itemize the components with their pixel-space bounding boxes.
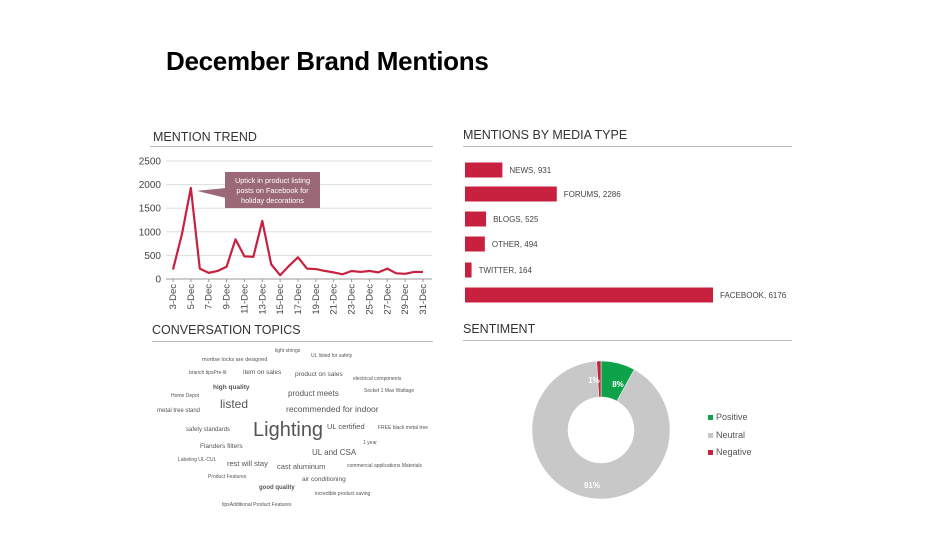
section-title-sentiment: SENTIMENT [463, 322, 536, 336]
x-tick-label: 5-Dec [186, 284, 197, 310]
word-cloud-term: good quality [259, 484, 295, 491]
word-cloud-term: tipsAdditional Product Features [222, 502, 292, 509]
legend-label: Neutral [716, 430, 746, 440]
x-tick-label: 27-Dec [382, 284, 393, 315]
callout-line: Uptick in product listing [235, 176, 310, 185]
word-cloud-term: light strings [275, 348, 301, 355]
legend-item-neutral: Neutral [708, 430, 745, 440]
x-tick-label: 19-Dec [311, 284, 322, 315]
bar-label: TWITTER, 164 [479, 266, 533, 275]
x-tick-label: 21-Dec [329, 284, 340, 315]
word-cloud-term: UL certified [327, 421, 365, 431]
bar-label: BLOGS, 525 [493, 215, 539, 224]
x-tick-label: 15-Dec [275, 284, 286, 315]
word-cloud-term: recommended for indoor [286, 404, 379, 415]
x-tick-label: 23-Dec [347, 284, 358, 315]
y-tick-label: 500 [144, 251, 161, 262]
word-cloud-term: UL and CSA [312, 447, 357, 457]
bar-label: FORUMS, 2286 [564, 190, 621, 199]
section-title-trend: MENTION TREND [153, 130, 257, 144]
legend-item-negative: Negative [708, 447, 752, 457]
word-cloud-term: FREE black metal tree [378, 425, 429, 432]
word-cloud-term: electrical components [353, 376, 402, 383]
section-title-media: MENTIONS BY MEDIA TYPE [463, 128, 628, 142]
y-tick-label: 2000 [139, 180, 162, 191]
legend-label: Negative [716, 447, 752, 457]
word-cloud-term: 1 year [363, 440, 377, 447]
word-cloud-term: Labeling UL-CUL [178, 457, 217, 464]
legend-swatch [708, 414, 713, 420]
word-cloud-term: rest will stay [227, 458, 268, 468]
slice-label: 91% [584, 481, 600, 490]
x-tick-label: 31-Dec [418, 284, 429, 315]
bar-twitter [465, 262, 472, 278]
divider [463, 146, 792, 147]
x-tick-label: 17-Dec [293, 284, 304, 315]
x-tick-label: 11-Dec [239, 284, 250, 314]
word-cloud-term: Lighting [253, 419, 324, 441]
word-cloud-term: Flanders filters [200, 443, 243, 451]
word-cloud-term: product on sales [295, 371, 343, 379]
bar-forums [465, 186, 557, 202]
word-cloud-term: mortise locks are designed [202, 356, 268, 363]
word-cloud-term: metal tree stand [157, 407, 201, 414]
word-cloud-term: Socket 1 Max Wattage [364, 388, 415, 395]
x-tick-label: 3-Dec [168, 284, 179, 310]
legend-swatch [708, 449, 713, 455]
legend-swatch [708, 432, 713, 438]
y-tick-label: 0 [155, 275, 161, 286]
word-cloud-term: air conditioning [302, 476, 346, 484]
slice-label: 1% [588, 376, 600, 385]
y-tick-label: 2500 [139, 157, 162, 168]
legend-label: Positive [716, 412, 748, 422]
word-cloud-term: item on sales [243, 369, 282, 377]
word-cloud-term: high quality [213, 384, 250, 392]
word-cloud-term: UL listed for safety [311, 353, 353, 360]
slice-negative [596, 360, 602, 398]
y-tick-label: 1000 [139, 227, 162, 238]
bar-news [465, 162, 503, 178]
x-tick-label: 29-Dec [400, 284, 411, 315]
callout-pointer [196, 188, 226, 198]
word-cloud-term: product meets [288, 388, 339, 398]
divider [150, 146, 433, 147]
bar-blogs [465, 211, 487, 227]
callout-box [225, 172, 320, 208]
x-tick-label: 7-Dec [204, 284, 215, 310]
divider [463, 340, 792, 341]
x-tick-label: 9-Dec [222, 284, 233, 310]
bar-label: NEWS, 931 [509, 166, 551, 175]
bar-facebook [465, 287, 713, 303]
word-cloud-term: branch tipsPre-lit [189, 370, 227, 377]
page-title: December Brand Mentions [166, 46, 489, 76]
word-cloud-term: safety standards [186, 426, 231, 433]
divider [152, 341, 433, 342]
bar-label: OTHER, 494 [492, 240, 538, 249]
slice-neutral [531, 360, 671, 500]
callout-line: posts on Facebook for [236, 186, 309, 195]
callout-line: holiday decorations [241, 196, 304, 205]
y-tick-label: 1500 [139, 204, 162, 215]
word-cloud-term: Product Features [208, 474, 247, 481]
word-cloud-term: commercial applications Materials [347, 463, 423, 470]
legend-item-positive: Positive [708, 412, 748, 422]
callout-text: Uptick in product listing posts on Facebo… [235, 176, 310, 205]
bar-label: FACEBOOK, 6176 [720, 291, 787, 300]
word-cloud-term: cast aluminum [277, 461, 326, 471]
section-title-topics: CONVERSATION TOPICS [152, 323, 301, 337]
word-cloud-term: incredible product saving [315, 491, 371, 498]
slice-label: 8% [612, 380, 624, 389]
bar-other [465, 236, 485, 252]
word-cloud-term: Home Depot [171, 393, 200, 400]
word-cloud-term: listed [220, 397, 249, 412]
x-tick-label: 25-Dec [364, 284, 375, 315]
x-tick-label: 13-Dec [257, 284, 268, 315]
